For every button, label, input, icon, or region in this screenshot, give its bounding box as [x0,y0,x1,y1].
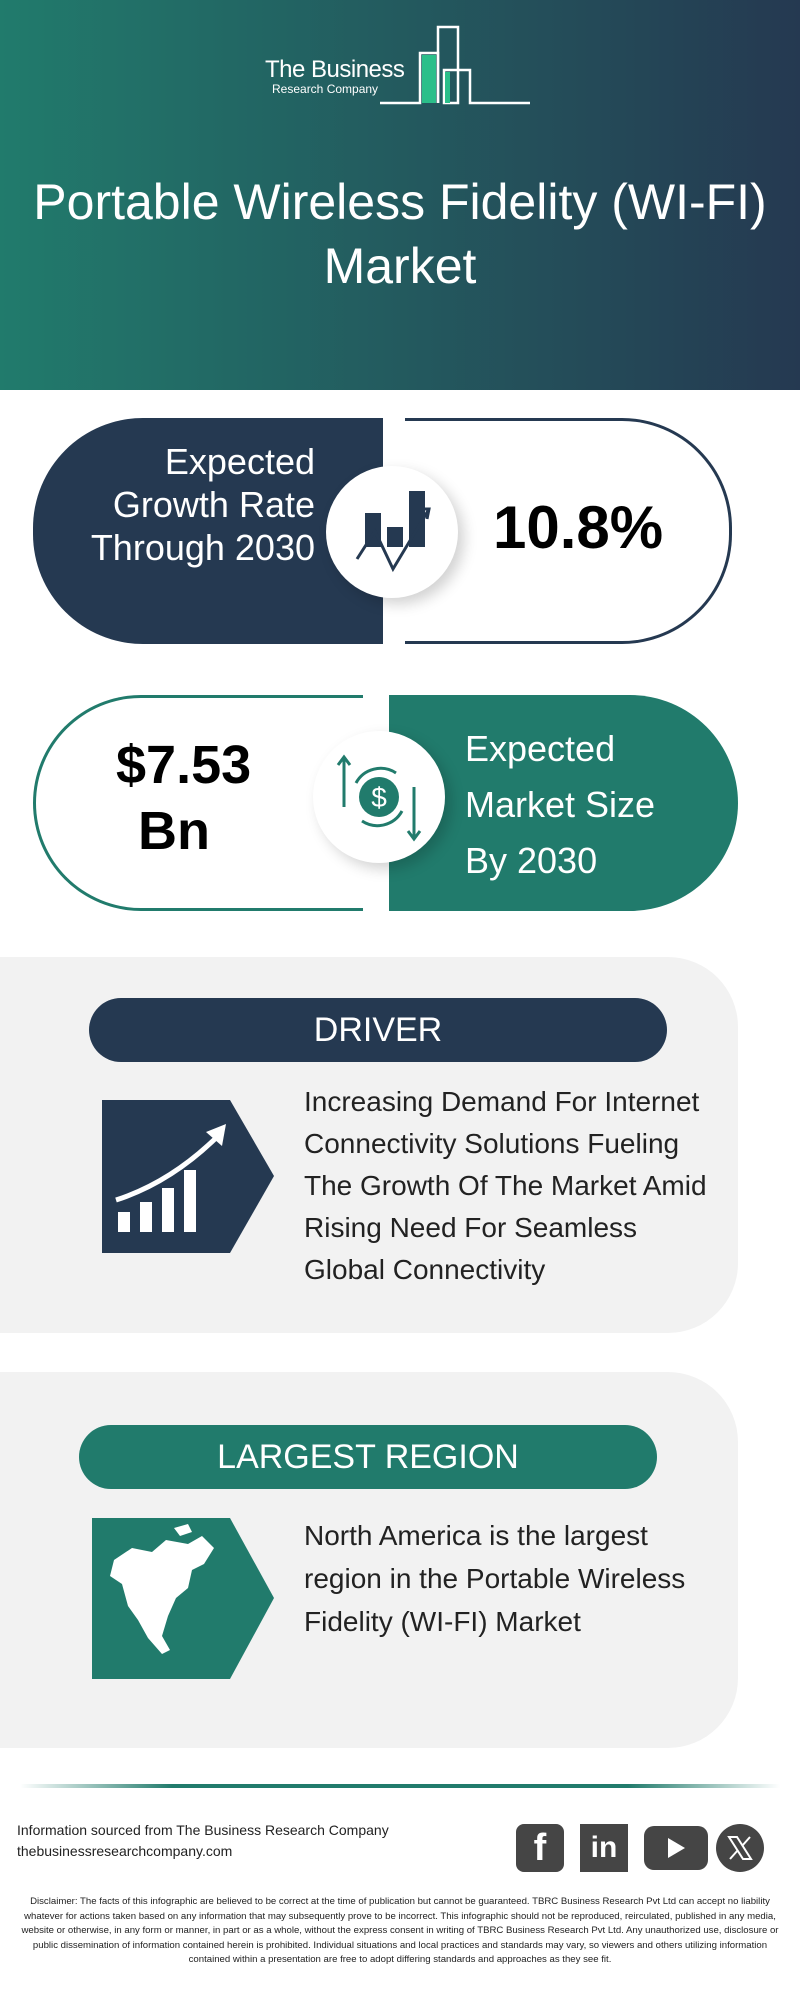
divider [20,1784,780,1788]
website-link[interactable]: thebusinessresearchcompany.com [17,1843,233,1859]
region-heading: LARGEST REGION [79,1425,657,1489]
market-size-unit: Bn [138,801,210,861]
logo-text-line2: Research Company [272,82,379,96]
region-text: North America is the largest region in t… [304,1520,686,1637]
facebook-icon[interactable]: f [516,1824,564,1872]
svg-text:$: $ [371,782,387,813]
page-title: Portable Wireless Fidelity (WI-FI) Marke… [33,174,767,294]
growth-label-panel: Expected Growth Rate Through 2030 [33,418,383,644]
growth-arrow-icon [102,1100,274,1253]
growth-value-panel: 10.8% [405,418,732,644]
market-size-label: Expected Market Size By 2030 [465,728,656,881]
dollar-cycle-icon: $ [313,731,445,863]
market-size-value-panel: $7.53 Bn [33,695,363,911]
market-size-amount: $7.53 [116,735,252,795]
disclaimer: Disclaimer: The facts of this infographi… [21,1896,779,1965]
north-america-map-icon [92,1518,274,1679]
growth-value: 10.8% [493,494,664,561]
growth-label: Expected Growth Rate Through 2030 [90,441,315,568]
driver-text: Increasing Demand For Internet Connectiv… [304,1086,707,1285]
source-text: Information sourced from The Business Re… [17,1822,389,1838]
region-card: LARGEST REGION North America is the larg… [0,1372,738,1748]
x-icon[interactable] [716,1824,764,1872]
logo-buildings-icon [380,25,530,105]
driver-heading: DRIVER [89,998,667,1062]
social-links: f in [516,1824,764,1872]
youtube-icon[interactable] [644,1826,708,1870]
growth-chart-icon [326,466,458,598]
linkedin-icon[interactable]: in [580,1824,628,1872]
market-size-value: $7.53 Bn [116,732,316,864]
logo-text-line1: The Business [265,56,405,83]
market-size-label-panel: Expected Market Size By 2030 [389,695,738,911]
header-banner: The Business Research Company Portable W… [0,0,800,390]
driver-card: DRIVER Increasing Demand For Internet Co… [0,957,738,1333]
